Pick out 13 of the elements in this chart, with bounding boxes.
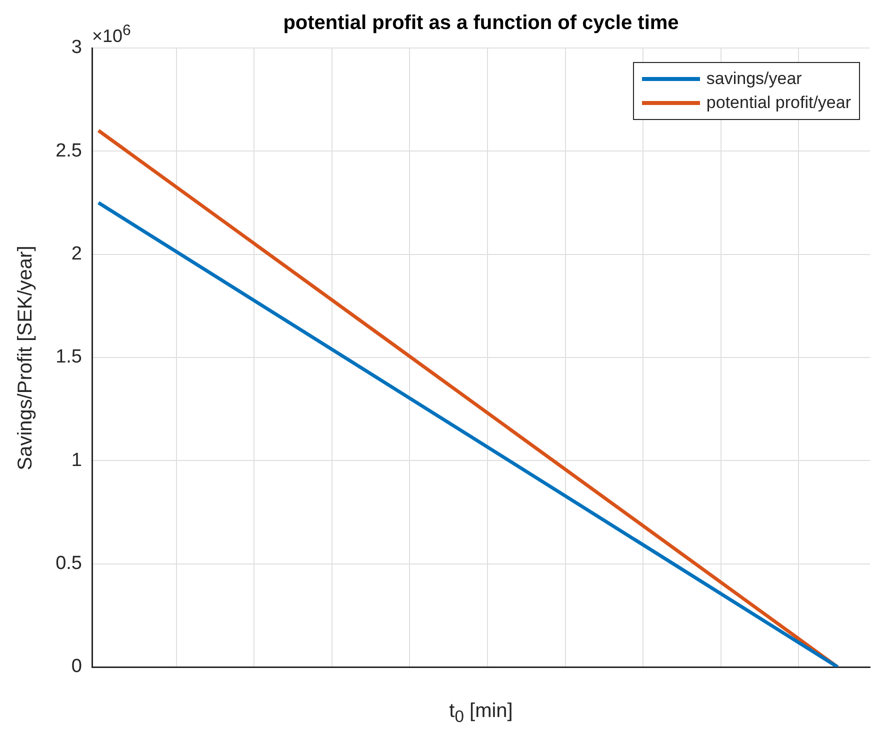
legend-label: potential profit/year (706, 92, 851, 114)
text: ×10$^{6}$ (92, 22, 131, 47)
x-axis-title: t$_{0}$ [min] (448, 700, 514, 727)
y-tick-label: 2.5 (56, 140, 82, 162)
chart-title: potential profit as a function of cycle time (283, 12, 679, 34)
y-tick-label: 1.5 (56, 346, 82, 368)
y-tick-label: 0.5 (56, 553, 82, 574)
y-tick-label: 0 (71, 656, 82, 678)
y-tick-label: 2 (71, 244, 82, 265)
y-tick-label: 3 (71, 37, 82, 58)
legend-label: savings/year (706, 68, 802, 90)
y-axis-title: Savings/Profit [SEK/year] (14, 245, 38, 470)
y-tick-label: 1 (71, 450, 82, 471)
